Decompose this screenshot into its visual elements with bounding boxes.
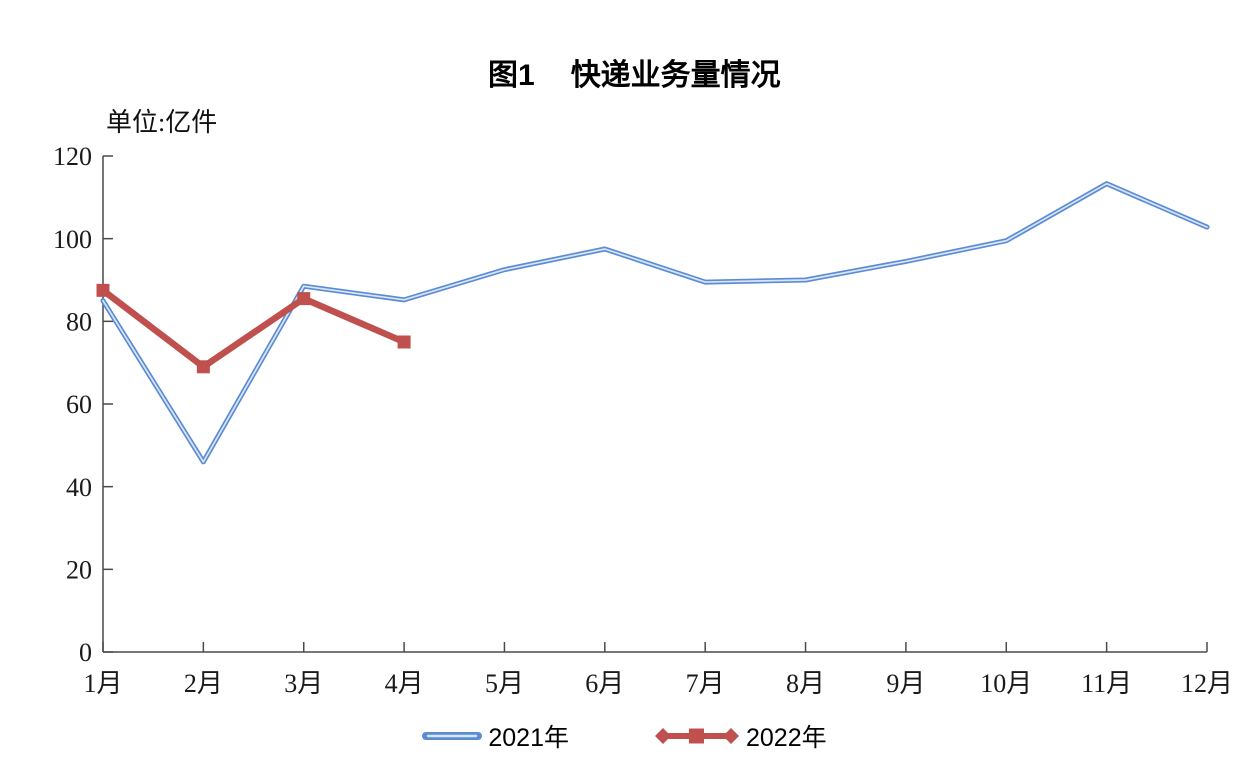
legend-sample-2021-line [422, 732, 483, 740]
unit-label: 单位:亿件 [106, 108, 218, 137]
legend-sample-2022-line [655, 728, 739, 744]
data-point-marker [297, 292, 311, 306]
line-chart-plot: 0 20 40 60 80 100 120 1月 2月 3月 4月 5月 6月 7月 8月 9月 10月 11月 1… [53, 142, 1233, 698]
y-axis-label: 40 [66, 473, 92, 502]
x-axis-label: 12月 [1181, 669, 1233, 698]
x-axis-label: 5月 [485, 669, 524, 698]
legend-diamond-right-icon [723, 728, 739, 744]
data-point-marker [96, 283, 110, 297]
legend: 2021年 2022年 [0, 718, 1248, 754]
x-axis-label: 11月 [1081, 669, 1132, 698]
data-point-marker [397, 335, 411, 349]
x-axis-label: 7月 [686, 669, 725, 698]
x-axis-label: 3月 [284, 669, 323, 698]
legend-item-2022: 2022年 [653, 718, 827, 754]
legend-label-2021: 2021年 [488, 724, 569, 752]
data-point-marker [196, 360, 210, 374]
x-axis-label: 10月 [980, 669, 1032, 698]
x-axis-label: 9月 [886, 669, 925, 698]
y-axis-label: 0 [79, 638, 92, 667]
y-axis-label: 120 [53, 142, 92, 171]
title-number: 图1 [488, 59, 535, 92]
legend-item-2021: 2021年 [421, 718, 569, 754]
series-line-2022年 [99, 287, 408, 371]
y-axis-label: 60 [66, 390, 92, 419]
x-axis-label: 6月 [585, 669, 624, 698]
y-axis-label: 80 [66, 307, 92, 336]
legend-diamond-left-icon [655, 728, 671, 744]
y-axis-label: 100 [53, 225, 92, 254]
chart-title: 图1 快递业务量情况 [488, 50, 781, 94]
title-text: 快递业务量情况 [570, 59, 781, 92]
legend-label-2022: 2022年 [746, 724, 827, 752]
x-axis-label: 2月 [184, 669, 223, 698]
x-axis-label: 1月 [83, 669, 122, 698]
legend-square-marker-icon [689, 728, 704, 744]
series-line-highlight-2021年 [102, 182, 1208, 463]
x-axis-label: 4月 [385, 669, 424, 698]
y-axis-label: 20 [66, 555, 92, 584]
x-axis-label: 8月 [786, 669, 825, 698]
